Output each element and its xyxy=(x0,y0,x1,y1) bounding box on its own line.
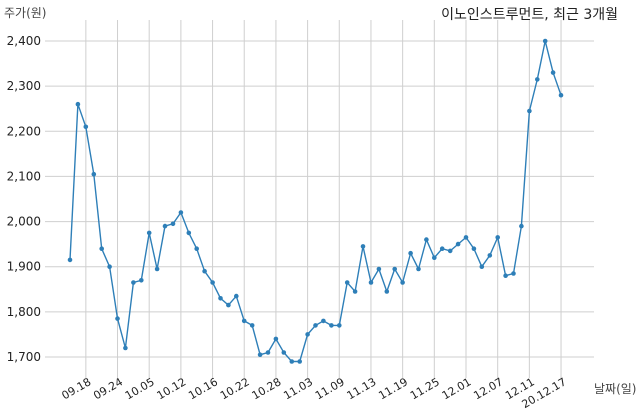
x-tick-label: 12.07 xyxy=(471,375,505,402)
grid-layer xyxy=(45,20,594,378)
price-point xyxy=(550,70,556,75)
x-tick-label: 10.12 xyxy=(155,375,189,402)
price-point xyxy=(99,246,104,251)
price-point xyxy=(527,108,532,114)
price-point xyxy=(249,323,255,328)
price-point xyxy=(91,171,97,177)
price-point xyxy=(257,352,263,358)
price-point xyxy=(432,255,437,260)
price-point xyxy=(234,293,239,299)
y-tick-label: 1,900 xyxy=(7,260,41,274)
price-point xyxy=(146,230,152,236)
price-point xyxy=(313,323,318,328)
price-point xyxy=(511,271,516,276)
x-tick-label: 11.19 xyxy=(376,375,410,402)
price-point xyxy=(281,350,287,355)
y-tick-label: 2,300 xyxy=(7,79,41,93)
x-tick-label: 11.13 xyxy=(345,375,379,402)
x-tick-label: 10.16 xyxy=(186,375,220,402)
y-axis-unit-label: 주가(원) xyxy=(4,6,47,20)
y-tick-label: 2,400 xyxy=(7,34,41,48)
price-point xyxy=(329,323,334,328)
price-point xyxy=(495,235,501,240)
price-point xyxy=(471,246,477,251)
price-point xyxy=(170,221,176,227)
price-point xyxy=(416,266,421,272)
x-tick-label: 11.03 xyxy=(281,375,315,402)
axis-layer: 1,700 1,800 1,900 2,000 2,100 2,200 2,300 2,400… xyxy=(7,34,569,411)
x-axis-unit-label: 날짜(일) xyxy=(594,382,637,396)
price-point xyxy=(210,280,215,285)
price-point xyxy=(305,332,310,337)
price-point xyxy=(447,248,453,254)
price-point xyxy=(162,223,168,229)
y-tick-label: 2,200 xyxy=(7,124,41,138)
x-tick-label: 09.24 xyxy=(91,375,125,402)
price-point xyxy=(194,246,199,251)
price-point xyxy=(154,266,160,272)
x-tick-label: 10.22 xyxy=(218,375,252,402)
price-point xyxy=(558,92,564,98)
price-point xyxy=(503,273,508,279)
point-layer xyxy=(67,38,564,364)
price-point xyxy=(439,246,445,251)
price-point xyxy=(384,289,390,294)
price-point xyxy=(535,77,540,82)
price-point xyxy=(400,280,405,285)
price-point xyxy=(226,302,231,308)
price-point xyxy=(289,359,295,364)
price-point xyxy=(131,280,136,285)
price-point xyxy=(75,101,81,107)
y-tick-label: 1,700 xyxy=(7,350,41,364)
price-point xyxy=(67,257,73,263)
price-point xyxy=(186,230,192,236)
y-tick-label: 2,100 xyxy=(7,169,41,183)
price-point xyxy=(241,318,247,324)
price-point xyxy=(218,296,223,301)
price-point xyxy=(487,253,493,258)
x-tick-label: 12.01 xyxy=(440,375,474,402)
x-tick-label: 09.18 xyxy=(60,375,94,402)
price-point xyxy=(115,316,120,321)
price-point xyxy=(265,350,271,355)
price-point xyxy=(337,323,342,328)
x-tick-label: 10.28 xyxy=(250,375,284,402)
price-point xyxy=(202,268,207,274)
price-point xyxy=(463,235,469,240)
price-point xyxy=(178,210,184,215)
price-point xyxy=(139,278,144,283)
price-point xyxy=(352,289,358,294)
price-point xyxy=(479,264,485,270)
y-tick-label: 2,000 xyxy=(7,215,41,229)
y-tick-label: 1,800 xyxy=(7,305,41,319)
price-point xyxy=(321,318,326,324)
price-point xyxy=(360,244,366,249)
price-point xyxy=(123,345,128,351)
chart-title: 이노인스트루먼트, 최근 3개월 xyxy=(441,7,618,23)
price-point xyxy=(519,223,524,229)
x-tick-label: 11.25 xyxy=(408,375,442,402)
price-point xyxy=(455,241,461,247)
price-point xyxy=(368,280,374,285)
price-point xyxy=(344,280,350,285)
price-point xyxy=(424,237,429,242)
price-point xyxy=(273,336,279,342)
price-point xyxy=(542,38,548,44)
price-point xyxy=(392,266,398,272)
price-point xyxy=(83,124,89,130)
price-point xyxy=(297,359,303,364)
price-point xyxy=(376,266,382,272)
line-layer xyxy=(69,40,562,363)
x-tick-label: 10.05 xyxy=(123,375,157,402)
price-point xyxy=(408,250,413,256)
x-tick-label: 11.09 xyxy=(313,375,347,402)
price-line xyxy=(69,40,562,363)
price-point xyxy=(107,264,112,270)
